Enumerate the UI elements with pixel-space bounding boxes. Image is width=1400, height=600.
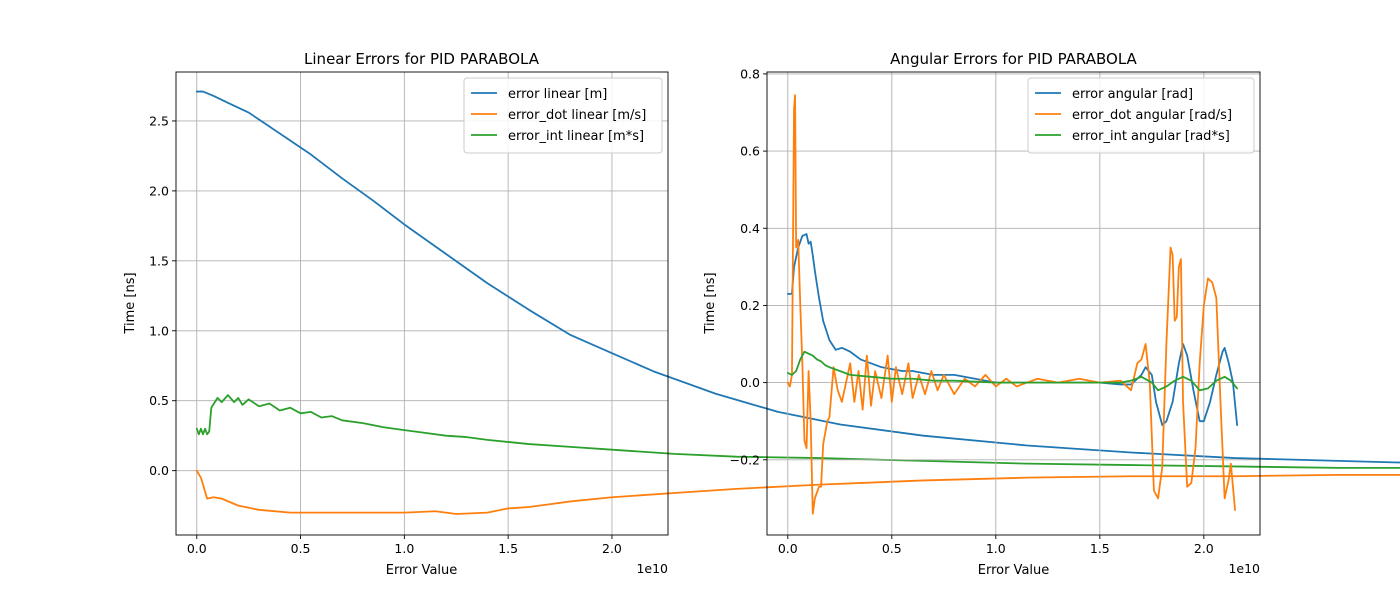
- x-tick-label: 2.0: [1194, 541, 1214, 556]
- x-tick-label: 1.0: [394, 541, 414, 556]
- plot-lines: [786, 94, 1239, 515]
- legend-frame: [1027, 77, 1255, 154]
- y-tick-label: 0.2: [740, 298, 760, 313]
- legend-label: error_dot angular [rad/s]: [1072, 108, 1232, 123]
- plot-lines: [195, 90, 1400, 515]
- x-tick-label: 0.5: [882, 541, 902, 556]
- legend-label: error_int linear [m*s]: [508, 129, 644, 144]
- y-tick-label: 0.0: [149, 463, 169, 478]
- series-line: [786, 94, 1236, 515]
- y-tick-label: 2.0: [149, 183, 169, 198]
- legend: error angular [rad] error_dot angular [ra…: [1027, 77, 1255, 154]
- plot-frame: [766, 71, 1261, 536]
- y-tick-label: 0.6: [740, 144, 760, 159]
- series-line: [195, 394, 1400, 469]
- y-tick-label: 0.5: [149, 393, 169, 408]
- y-tick-label: 2.5: [149, 113, 169, 128]
- chart-title: Linear Errors for PID PARABOLA: [304, 50, 540, 68]
- y-tick-label: 1.0: [149, 323, 169, 338]
- y-tick-label: 1.5: [149, 253, 169, 268]
- legend: error linear [m] error_dot linear [m/s] er…: [463, 77, 663, 154]
- legend-label: error_dot linear [m/s]: [508, 108, 646, 123]
- legend-label: error_int angular [rad*s]: [1072, 129, 1230, 144]
- y-tick-label: 0.4: [740, 221, 760, 236]
- x-axis-label: Error Value: [386, 563, 458, 578]
- axis-ticks: 0.0 0.5 1.0 1.5 2.0 0.0 0.5 1.0 1.5 2.0 2.5: [149, 113, 622, 556]
- x-tick-label: 1.0: [986, 541, 1006, 556]
- y-tick-label: 0.0: [740, 375, 760, 390]
- x-axis-label: Error Value: [978, 563, 1050, 578]
- x-tick-label: 0.5: [291, 541, 311, 556]
- y-axis-label: Time [ns]: [123, 272, 138, 334]
- x-tick-label: 1.5: [1090, 541, 1110, 556]
- x-tick-label: 1.5: [498, 541, 518, 556]
- y-axis-label: Time [ns]: [703, 272, 718, 334]
- legend-label: error angular [rad]: [1072, 87, 1193, 102]
- axis-ticks: 0.0 0.5 1.0 1.5 2.0 −0.2 0.0 0.2 0.4 0.6 0.8: [730, 66, 1214, 556]
- series-line: [195, 469, 1400, 515]
- x-tick-label: 0.0: [187, 541, 207, 556]
- linear-errors-chart: Linear Errors for PID PARABOLA Error Val…: [123, 50, 1400, 578]
- chart-title: Angular Errors for PID PARABOLA: [890, 50, 1137, 68]
- series-line: [786, 350, 1239, 392]
- y-tick-label: −0.2: [730, 452, 760, 467]
- x-offset-label: 1e10: [1228, 561, 1260, 576]
- legend-label: error linear [m]: [508, 87, 607, 102]
- x-tick-label: 0.0: [778, 541, 798, 556]
- series-line: [195, 90, 1400, 464]
- x-tick-label: 2.0: [602, 541, 622, 556]
- angular-errors-chart: Angular Errors for PID PARABOLA Error Va…: [703, 50, 1261, 578]
- x-offset-label: 1e10: [636, 561, 668, 576]
- y-tick-label: 0.8: [740, 66, 760, 81]
- plot-frame: [175, 71, 669, 536]
- legend-frame: [463, 77, 663, 154]
